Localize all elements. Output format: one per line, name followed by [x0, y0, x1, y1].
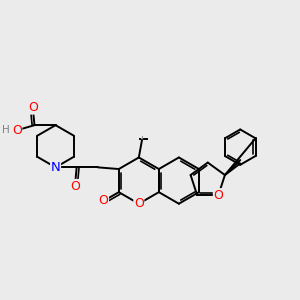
- Text: O: O: [28, 101, 38, 114]
- Text: N: N: [51, 161, 60, 174]
- Text: H: H: [2, 125, 10, 135]
- Text: |: |: [142, 135, 143, 139]
- Text: O: O: [70, 179, 80, 193]
- Text: O: O: [99, 194, 108, 208]
- Text: O: O: [213, 189, 223, 202]
- Text: O: O: [12, 124, 22, 137]
- Text: O: O: [134, 197, 144, 210]
